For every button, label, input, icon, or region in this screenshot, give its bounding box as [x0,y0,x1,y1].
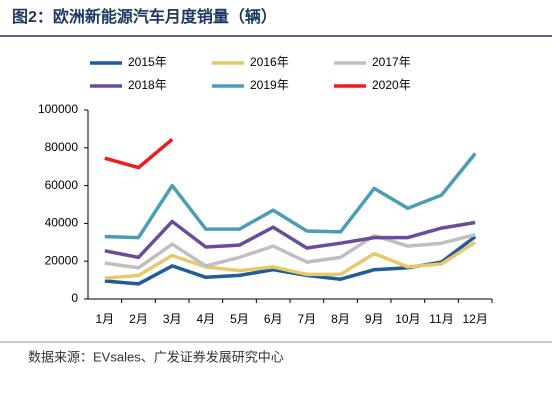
x-tick-label: 1月 [95,312,114,326]
x-tick-label: 12月 [462,312,487,326]
x-tick-label: 11月 [429,312,453,326]
chart-title: 图2：欧洲新能源汽车月度销量（辆） [12,7,277,26]
x-tick-label: 2月 [129,312,148,326]
legend-label: 2018年 [128,78,167,92]
x-tick-label: 5月 [230,312,249,326]
legend-label: 2020年 [372,78,411,92]
legend-label: 2015年 [128,55,167,69]
x-tick-label: 6月 [264,312,283,326]
legend-label: 2017年 [372,55,411,69]
series-line [104,233,476,270]
y-tick-label: 20000 [45,253,79,267]
series-line [104,219,476,260]
y-tick-label: 80000 [45,140,79,154]
legend-label: 2019年 [250,78,289,92]
y-tick-label: 100000 [38,102,78,116]
series-line [104,152,477,240]
series-line [104,240,477,280]
legend-label: 2016年 [250,55,289,69]
series-line [104,137,174,170]
x-tick-label: 8月 [331,312,350,326]
y-tick-label: 60000 [45,178,79,192]
x-tick-label: 4月 [196,312,215,326]
source-note: 数据来源：EVsales、广发证券发展研究中心 [28,349,284,364]
x-tick-label: 10月 [395,312,420,326]
x-tick-label: 7月 [297,312,316,326]
x-tick-label: 3月 [163,312,182,326]
y-tick-label: 40000 [45,216,79,230]
x-tick-label: 9月 [365,312,384,326]
y-tick-label: 0 [71,291,78,305]
